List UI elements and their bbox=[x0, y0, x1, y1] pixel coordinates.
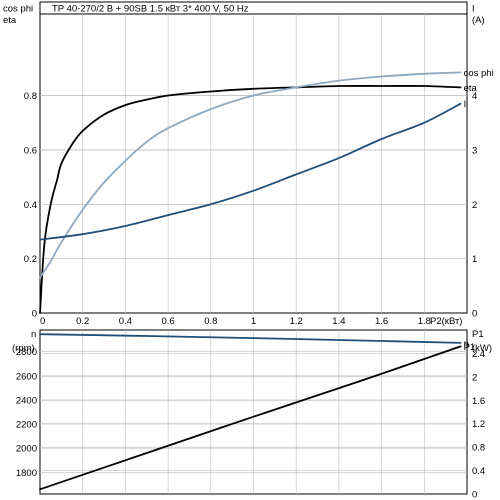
p1-curve bbox=[39, 345, 462, 491]
bottom-right-tick-label: 0.8 bbox=[472, 443, 485, 454]
bottom-left-tick-label: 1800 bbox=[16, 468, 37, 479]
x-axis-label: P2(кВт) bbox=[430, 316, 462, 327]
top-right-tick-label: 2 bbox=[472, 200, 477, 211]
x-tick-label: 1 bbox=[251, 316, 256, 327]
x-tick-label: 0.8 bbox=[204, 316, 217, 327]
bottom-right-axis-label: P1 bbox=[472, 329, 484, 340]
top-left-tick-label: 0.2 bbox=[24, 254, 37, 265]
top-right-tick-label: 0 bbox=[472, 309, 477, 320]
top-left-axis-label-2: eta bbox=[3, 15, 17, 26]
x-tick-label: 0 bbox=[40, 316, 45, 327]
top-right-tick-label: 3 bbox=[472, 145, 477, 156]
x-tick-label: 1.6 bbox=[375, 316, 388, 327]
top-left-axis-label: cos phi bbox=[3, 4, 33, 15]
bottom-left-tick-label: 2400 bbox=[16, 395, 37, 406]
eta-series-label: eta bbox=[464, 83, 478, 94]
bottom-left-tick-label: 2000 bbox=[16, 444, 37, 455]
tick-labels: 0 0.2 0.4 0.6 0.8 0 1 2 3 4 0 0.2 0.4 0.6 0.8 1 1.2 1.4 1.… bbox=[16, 91, 485, 500]
bottom-left-tick-label: 2200 bbox=[16, 420, 37, 431]
top-left-tick-label: 0.8 bbox=[24, 91, 37, 102]
cos-phi-curve bbox=[39, 71, 462, 279]
bottom-left-axis-label-2: (rpm) bbox=[12, 343, 35, 354]
bottom-right-tick-label: 0 bbox=[472, 490, 477, 500]
top-right-axis-label-2: (A) bbox=[472, 15, 485, 26]
x-tick-label: 1.4 bbox=[332, 316, 345, 327]
top-right-tick-label: 1 bbox=[472, 254, 477, 265]
current-series-label: I bbox=[464, 99, 467, 110]
top-right-axis-label: I bbox=[472, 4, 475, 15]
speed-series-label: n bbox=[464, 338, 469, 349]
x-tick-label: 1.8 bbox=[418, 316, 431, 327]
x-tick-label: 1.2 bbox=[290, 316, 303, 327]
grid-lines bbox=[40, 14, 467, 494]
eta-curve bbox=[39, 85, 462, 314]
bottom-right-tick-label: 1.6 bbox=[472, 396, 485, 407]
bottom-left-axis-label: n bbox=[31, 329, 36, 340]
bottom-right-tick-label: 0.4 bbox=[472, 466, 485, 477]
x-tick-label: 0.2 bbox=[76, 316, 89, 327]
x-tick-label: 0.6 bbox=[161, 316, 174, 327]
speed-curve bbox=[39, 333, 462, 344]
bottom-right-tick-label: 2.4 bbox=[472, 349, 485, 360]
bottom-right-tick-label: 1.2 bbox=[472, 419, 485, 430]
x-tick-label: 0.4 bbox=[119, 316, 132, 327]
top-left-tick-label: 0.4 bbox=[24, 200, 37, 211]
cos-phi-series-label: cos phi bbox=[464, 68, 494, 79]
top-left-tick-label: 0.6 bbox=[24, 145, 37, 156]
current-curve bbox=[39, 102, 462, 241]
bottom-right-axis-label-2: (kW) bbox=[472, 343, 492, 354]
top-left-tick-label: 0 bbox=[32, 309, 37, 320]
bottom-left-tick-label: 2800 bbox=[16, 347, 37, 358]
p1-series-label: P1 bbox=[464, 342, 476, 353]
top-right-tick-label: 4 bbox=[472, 91, 477, 102]
chart-title: TP 40-270/2 B + 90SB 1.5 кВт 3* 400 V, 5… bbox=[52, 4, 249, 15]
bottom-right-tick-label: 2 bbox=[472, 372, 477, 383]
bottom-left-tick-label: 2600 bbox=[16, 371, 37, 382]
